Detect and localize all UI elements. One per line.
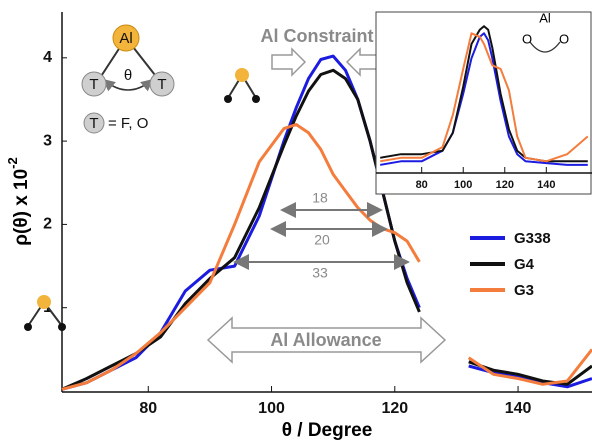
constraint-arrows bbox=[271, 47, 381, 77]
x-tick-label: 80 bbox=[416, 179, 428, 191]
y-axis-label-sup: -2 bbox=[5, 157, 20, 169]
diagram-label: θ bbox=[124, 67, 132, 84]
x-axis-label: θ / Degree bbox=[282, 420, 373, 441]
diagram-label: T bbox=[157, 76, 166, 93]
x-tick-label: 140 bbox=[537, 179, 555, 191]
y-tick-label: 3 bbox=[43, 132, 52, 149]
constraint-label: Al Constraint bbox=[260, 26, 373, 46]
series-line bbox=[380, 32, 588, 166]
allowance-label: Al Allowance bbox=[270, 330, 381, 350]
x-tick-label: 120 bbox=[381, 400, 408, 417]
x-tick-label: 100 bbox=[258, 400, 285, 417]
width-label: 18 bbox=[312, 190, 328, 206]
allowance-arrow bbox=[206, 316, 447, 364]
x-tick-label: 80 bbox=[139, 400, 157, 417]
diagram-label: T bbox=[89, 115, 98, 132]
legend-label: G3 bbox=[514, 282, 534, 299]
molecule-icon bbox=[24, 68, 260, 331]
diagram-label: O bbox=[522, 31, 532, 46]
diagram-label: Al bbox=[539, 10, 551, 25]
diagram-label: = F, O bbox=[108, 115, 148, 132]
angle-diagram bbox=[81, 24, 175, 134]
y-axis-label: ρ(θ) x 10-2 bbox=[5, 157, 32, 246]
legend-label: G4 bbox=[514, 256, 535, 273]
series-line bbox=[380, 32, 589, 163]
x-tick-label: 140 bbox=[505, 400, 532, 417]
x-tick-label: 100 bbox=[454, 179, 472, 191]
inset-diagram bbox=[529, 41, 561, 53]
diagram-label: O bbox=[559, 31, 569, 46]
legend-label: G338 bbox=[514, 230, 551, 247]
y-tick-label: 2 bbox=[43, 216, 52, 233]
diagram-label: T bbox=[89, 76, 98, 93]
x-tick-label: 120 bbox=[496, 179, 514, 191]
diagram-label: Al bbox=[119, 30, 132, 47]
y-tick-label: 4 bbox=[43, 49, 52, 66]
width-label: 33 bbox=[312, 265, 328, 281]
width-label: 20 bbox=[314, 232, 330, 248]
y-axis-label-main: ρ(θ) x 10 bbox=[11, 169, 32, 246]
measure-arrows bbox=[233, 202, 410, 270]
